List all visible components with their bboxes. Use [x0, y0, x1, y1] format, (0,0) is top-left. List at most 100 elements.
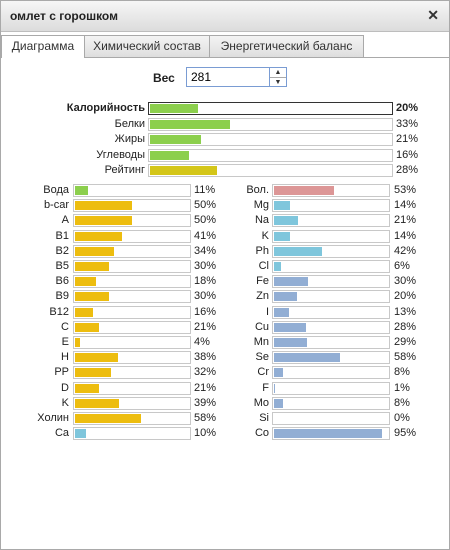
vitamin-bar-fill — [75, 246, 114, 256]
summary-name: Углеводы — [96, 148, 145, 161]
vitamin-bar-fill — [75, 353, 118, 363]
weight-row: Вес ▲ ▼ — [1, 67, 449, 89]
mineral-bar — [272, 320, 390, 334]
summary-name: Жиры — [114, 133, 145, 145]
mineral-name: Mg — [253, 199, 269, 212]
vitamin-bar-fill — [75, 201, 132, 211]
summary-bar — [148, 133, 393, 146]
mineral-bar-fill — [274, 338, 307, 347]
mineral-percent: 8% — [394, 366, 410, 379]
vitamin-bar — [73, 260, 191, 273]
mineral-bar — [272, 260, 390, 273]
mineral-percent: 14% — [394, 199, 417, 212]
summary-percent: 21% — [396, 133, 419, 145]
mineral-name: Ph — [255, 244, 269, 257]
mineral-bar — [272, 336, 390, 349]
summary-row: Рейтинг 28% — [1, 164, 449, 177]
mineral-bar-fill — [274, 429, 382, 439]
mineral-row: Mo 8% — [1, 396, 449, 410]
vitamin-percent: 4% — [194, 336, 210, 348]
mineral-percent: 21% — [394, 214, 417, 227]
vitamin-bar-fill — [75, 186, 88, 195]
mineral-bar — [272, 381, 390, 395]
summary-name: Калорийность — [66, 102, 145, 114]
mineral-row: Cu 28% — [1, 320, 449, 334]
tab-diagram[interactable]: Диаграмма — [1, 35, 85, 58]
mineral-row: K 14% — [1, 229, 449, 243]
summary-bar-fill — [150, 150, 189, 160]
vitamin-row: E 4% — [1, 336, 449, 349]
vitamin-bar — [73, 366, 191, 380]
vitamin-row: Вода 11% — [1, 184, 449, 197]
summary-row: Углеводы 16% — [1, 148, 449, 162]
mineral-percent: 58% — [394, 351, 417, 364]
mineral-percent: 13% — [394, 305, 417, 318]
vitamin-row: B5 30% — [1, 260, 449, 273]
summary-percent: 16% — [396, 148, 419, 161]
mineral-bar-fill — [274, 216, 298, 226]
mineral-bar-fill — [274, 186, 334, 195]
mineral-row: Si 0% — [1, 412, 449, 425]
vitamin-row: Холин 58% — [1, 412, 449, 425]
vitamin-row: B6 18% — [1, 275, 449, 289]
mineral-percent: 0% — [394, 412, 410, 424]
vitamin-percent: 11% — [194, 184, 216, 196]
vitamin-percent: 50% — [194, 214, 217, 227]
vitamin-bar-fill — [75, 383, 99, 393]
vitamin-percent: 21% — [194, 381, 217, 394]
summary-bar-fill — [150, 135, 201, 144]
vitamin-row: H 38% — [1, 351, 449, 365]
weight-input[interactable] — [186, 67, 270, 87]
mineral-bar — [272, 290, 390, 304]
mineral-percent: 20% — [394, 290, 417, 303]
vitamin-percent: 32% — [194, 366, 217, 379]
vitamin-percent: 30% — [194, 260, 217, 272]
vitamin-bar — [73, 244, 191, 258]
vitamin-name: Холин — [37, 412, 69, 424]
mineral-bar-fill — [274, 353, 340, 363]
mineral-name: Cu — [254, 320, 269, 333]
vitamin-name: Ca — [54, 427, 69, 440]
vitamin-percent: 50% — [194, 199, 217, 212]
vitamin-name: H — [61, 351, 69, 364]
vitamin-bar — [73, 381, 191, 395]
vitamin-name: E — [61, 336, 69, 348]
weight-spinner[interactable]: ▲ ▼ — [270, 67, 287, 87]
summary-bar — [148, 164, 393, 177]
close-icon[interactable]: ✕ — [427, 7, 439, 23]
title-bar[interactable]: омлет с горошком ✕ — [1, 1, 449, 32]
mineral-percent: 30% — [394, 275, 417, 288]
mineral-bar — [272, 229, 390, 243]
mineral-percent: 6% — [394, 260, 410, 272]
vitamin-row: C 21% — [1, 320, 449, 334]
tab-energy-balance[interactable]: Энергетический баланс — [209, 35, 364, 57]
mineral-percent: 28% — [394, 320, 417, 333]
vitamin-percent: 21% — [194, 320, 217, 333]
mineral-percent: 8% — [394, 396, 410, 409]
vitamin-bar-fill — [75, 216, 132, 226]
vitamin-name: B2 — [55, 244, 69, 257]
vitamin-name: B6 — [55, 275, 69, 288]
vitamin-bar-fill — [75, 368, 111, 378]
spin-up-icon[interactable]: ▲ — [270, 68, 286, 78]
vitamin-name: PP — [54, 366, 69, 379]
mineral-row: I 13% — [1, 305, 449, 319]
vitamin-name: Вода — [43, 184, 69, 196]
mineral-bar — [272, 305, 390, 319]
vitamin-bar — [73, 275, 191, 289]
mineral-bar — [272, 275, 390, 289]
vitamin-percent: 34% — [194, 244, 217, 257]
mineral-bar — [272, 366, 390, 380]
vitamin-bar — [73, 351, 191, 365]
spin-down-icon[interactable]: ▼ — [274, 79, 282, 86]
mineral-row: Co 95% — [1, 427, 449, 441]
weight-label: Вес — [153, 71, 175, 85]
vitamin-bar-fill — [75, 429, 86, 439]
vitamin-row: PP 32% — [1, 366, 449, 380]
vitamin-bar — [73, 427, 191, 441]
mineral-row: Mn 29% — [1, 336, 449, 349]
vitamin-name: B12 — [49, 305, 69, 318]
tab-chemical-composition[interactable]: Химический состав — [84, 35, 210, 57]
vitamin-bar — [73, 214, 191, 228]
mineral-row: Mg 14% — [1, 199, 449, 213]
